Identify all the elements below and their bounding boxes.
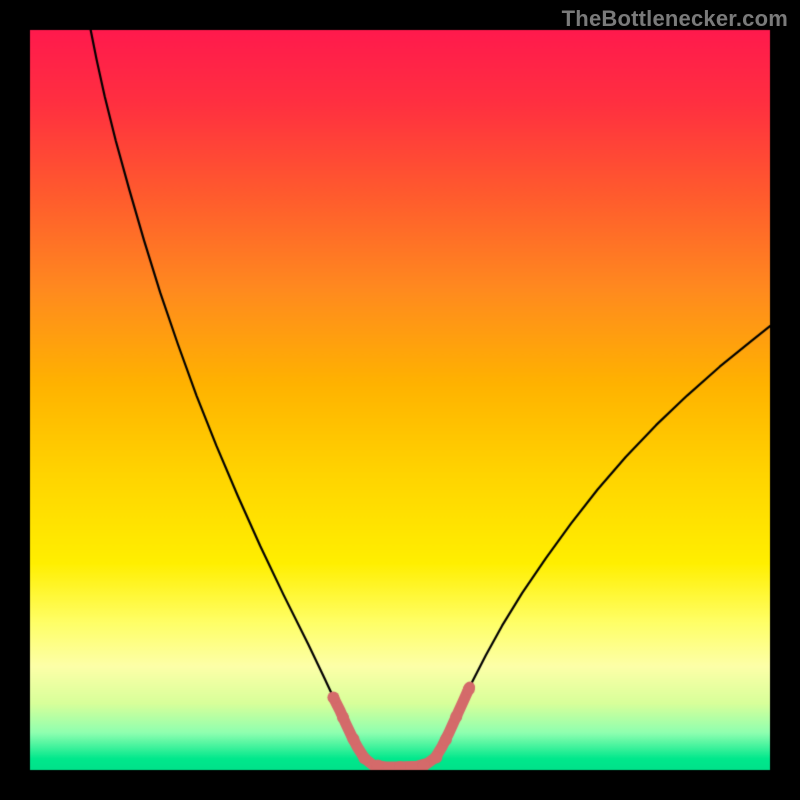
chart-container: TheBottlenecker.com [0,0,800,800]
bottleneck-chart-canvas [0,0,800,800]
watermark-text: TheBottlenecker.com [562,6,788,32]
